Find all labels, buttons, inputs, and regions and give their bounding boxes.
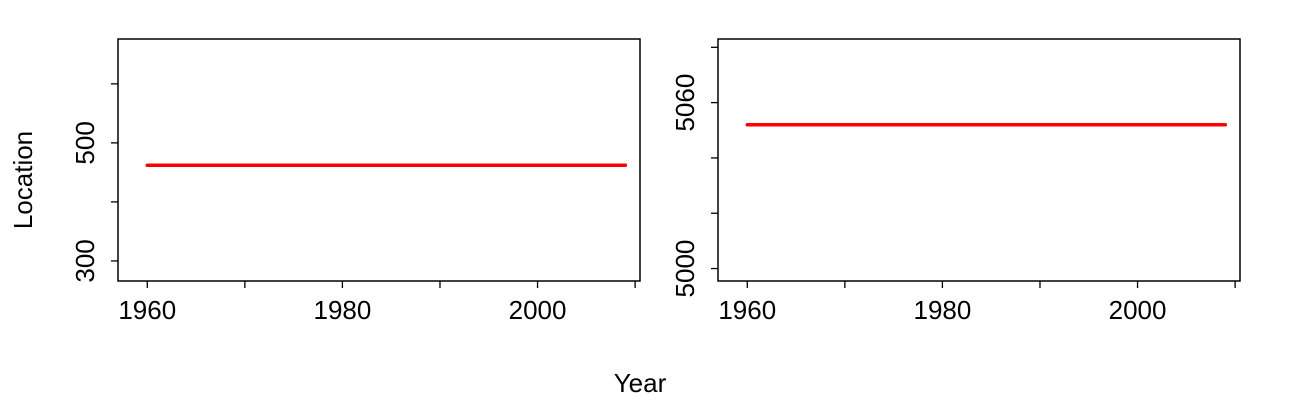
panel-1-y-tick-label: 300: [70, 239, 100, 282]
x-axis-title: Year: [614, 368, 667, 398]
panel-2-y-tick-label: 5000: [670, 240, 700, 298]
panel-1-x-tick-label: 2000: [509, 295, 567, 325]
panel-1-x-tick-label: 1980: [313, 295, 371, 325]
y-axis-title: Location: [8, 131, 38, 229]
panel-1-x-tick-label: 1960: [118, 295, 176, 325]
panel-1-plot-frame: [117, 38, 641, 282]
panel-2-x-tick-label: 1960: [718, 295, 776, 325]
panel-1-y-tick-label: 500: [70, 121, 100, 164]
panel-2-x-tick-label: 1980: [913, 295, 971, 325]
panel-2-y-tick-label: 5060: [670, 74, 700, 132]
panel-2-plot-frame: [717, 38, 1241, 282]
panel-2-x-tick-label: 2000: [1109, 295, 1167, 325]
